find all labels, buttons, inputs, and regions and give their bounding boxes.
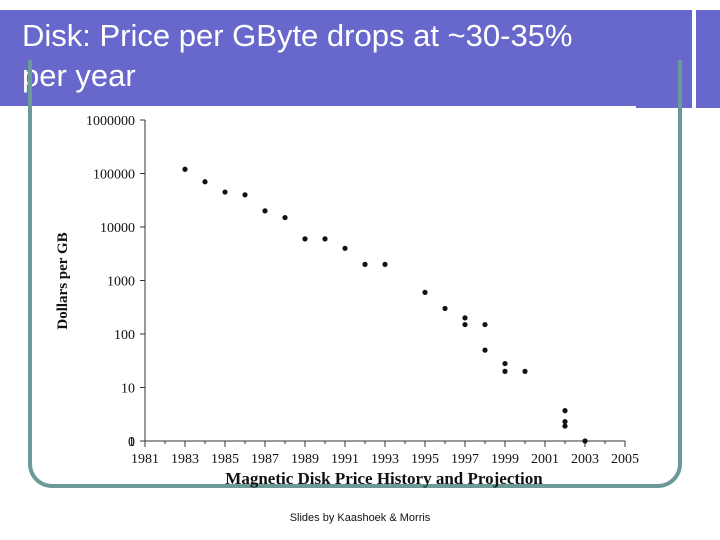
x-tick-label: 1981 (131, 452, 159, 467)
data-point (242, 192, 248, 198)
data-point (342, 245, 348, 251)
x-tick-label: 1985 (211, 452, 239, 467)
data-point (322, 236, 328, 242)
data-point (442, 305, 448, 312)
title-bar-gap (692, 10, 696, 108)
data-points (182, 166, 588, 444)
content-frame (28, 60, 682, 488)
x-tick-label: 1999 (491, 452, 519, 467)
y-tick-label: 1000 (107, 275, 135, 290)
data-point (482, 321, 488, 328)
data-point (382, 261, 388, 267)
x-tick-label: 2003 (571, 452, 599, 467)
x-tick-label: 1983 (171, 452, 199, 467)
data-point (262, 208, 268, 214)
data-point (582, 438, 588, 444)
data-point (482, 347, 488, 353)
y-tick-label: 1 (128, 435, 135, 450)
x-tick-label: 1997 (451, 452, 479, 467)
y-tick-label: 100 (114, 328, 135, 343)
data-point (422, 289, 428, 295)
y-tick-label: 100000 (93, 168, 135, 183)
title-bar (0, 10, 720, 109)
data-point (462, 315, 468, 321)
y-tick-label: 1000000 (86, 114, 135, 129)
chart-axes (144, 120, 625, 442)
data-point (202, 179, 208, 185)
x-tick-label: 1993 (371, 452, 399, 467)
x-tick-label: 1995 (411, 452, 439, 467)
data-point (222, 189, 228, 195)
x-tick-label: 1987 (251, 452, 279, 467)
data-point (362, 261, 368, 267)
y-tick-label: 0 (128, 435, 135, 450)
data-point (562, 408, 568, 414)
chart-title: Magnetic Disk Price History and Projecti… (225, 469, 543, 488)
y-tick-label: 10 (121, 382, 135, 397)
y-tick-label: 10000 (100, 221, 135, 236)
data-point (302, 236, 308, 242)
data-point (522, 368, 528, 374)
data-point (502, 360, 508, 367)
x-tick-label: 1989 (291, 452, 319, 467)
slide-footer: Slides by Kaashoek & Morris (289, 512, 431, 524)
slide-title: Disk: Price per GByte drops at ~30-35% p… (22, 18, 573, 93)
data-point (562, 423, 568, 429)
data-point (562, 419, 568, 425)
y-axis-ticks: 1000000 100000 10000 1000 100 10 10 (86, 114, 145, 450)
data-point (282, 214, 288, 221)
x-tick-label: 1991 (331, 452, 359, 467)
data-point (462, 321, 468, 328)
data-point (182, 166, 188, 172)
y-axis-label: Dollars per GB (55, 232, 71, 329)
title-underline (0, 106, 636, 109)
x-tick-label: 2001 (531, 452, 559, 467)
x-tick-label: 2005 (611, 452, 639, 467)
data-point (502, 368, 508, 374)
x-axis-ticks: 1981 1983 1985 1987 1989 1991 1993 1995 1997 1999… (131, 441, 639, 467)
